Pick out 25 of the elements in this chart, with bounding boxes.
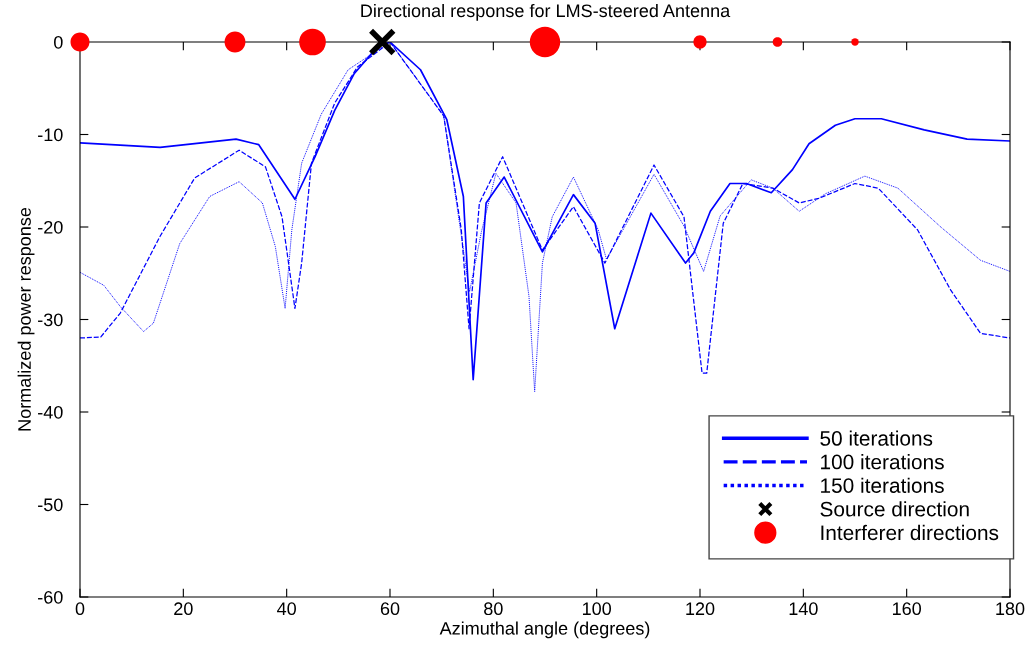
- legend-label: 50 iterations: [820, 430, 933, 446]
- x-tick-label: 140: [789, 602, 818, 616]
- y-tick-label: -10: [38, 128, 63, 142]
- y-tick-label: -30: [38, 313, 63, 327]
- y-tick-label: 0: [54, 35, 63, 49]
- y-axis-title: Normalized power response: [17, 207, 35, 431]
- x-tick-label: 80: [484, 602, 503, 616]
- x-tick-label: 0: [75, 602, 85, 616]
- y-tick-label: -50: [38, 498, 63, 512]
- y-tick-label: -60: [38, 590, 63, 604]
- x-tick-label: 100: [582, 602, 612, 616]
- legend-label: 150 iterations: [821, 477, 944, 493]
- x-axis-title: Azimuthal angle (degrees): [439, 621, 650, 639]
- x-tick-label: 160: [892, 602, 922, 616]
- x-tick-label: 40: [277, 602, 296, 616]
- legend-label: Source direction: [820, 501, 969, 517]
- y-tick-label: -20: [38, 220, 63, 234]
- legend-label: Interferer directions: [821, 524, 999, 541]
- chart-title: Directional response for LMS-steered Antenna: [361, 3, 731, 21]
- x-tick-label: 60: [380, 602, 400, 616]
- x-tick-label: 120: [686, 602, 715, 616]
- y-tick-label: -40: [38, 405, 63, 419]
- x-tick-label: 180: [996, 602, 1025, 616]
- x-tick-label: 20: [174, 602, 193, 616]
- legend-label: 100 iterations: [821, 454, 944, 470]
